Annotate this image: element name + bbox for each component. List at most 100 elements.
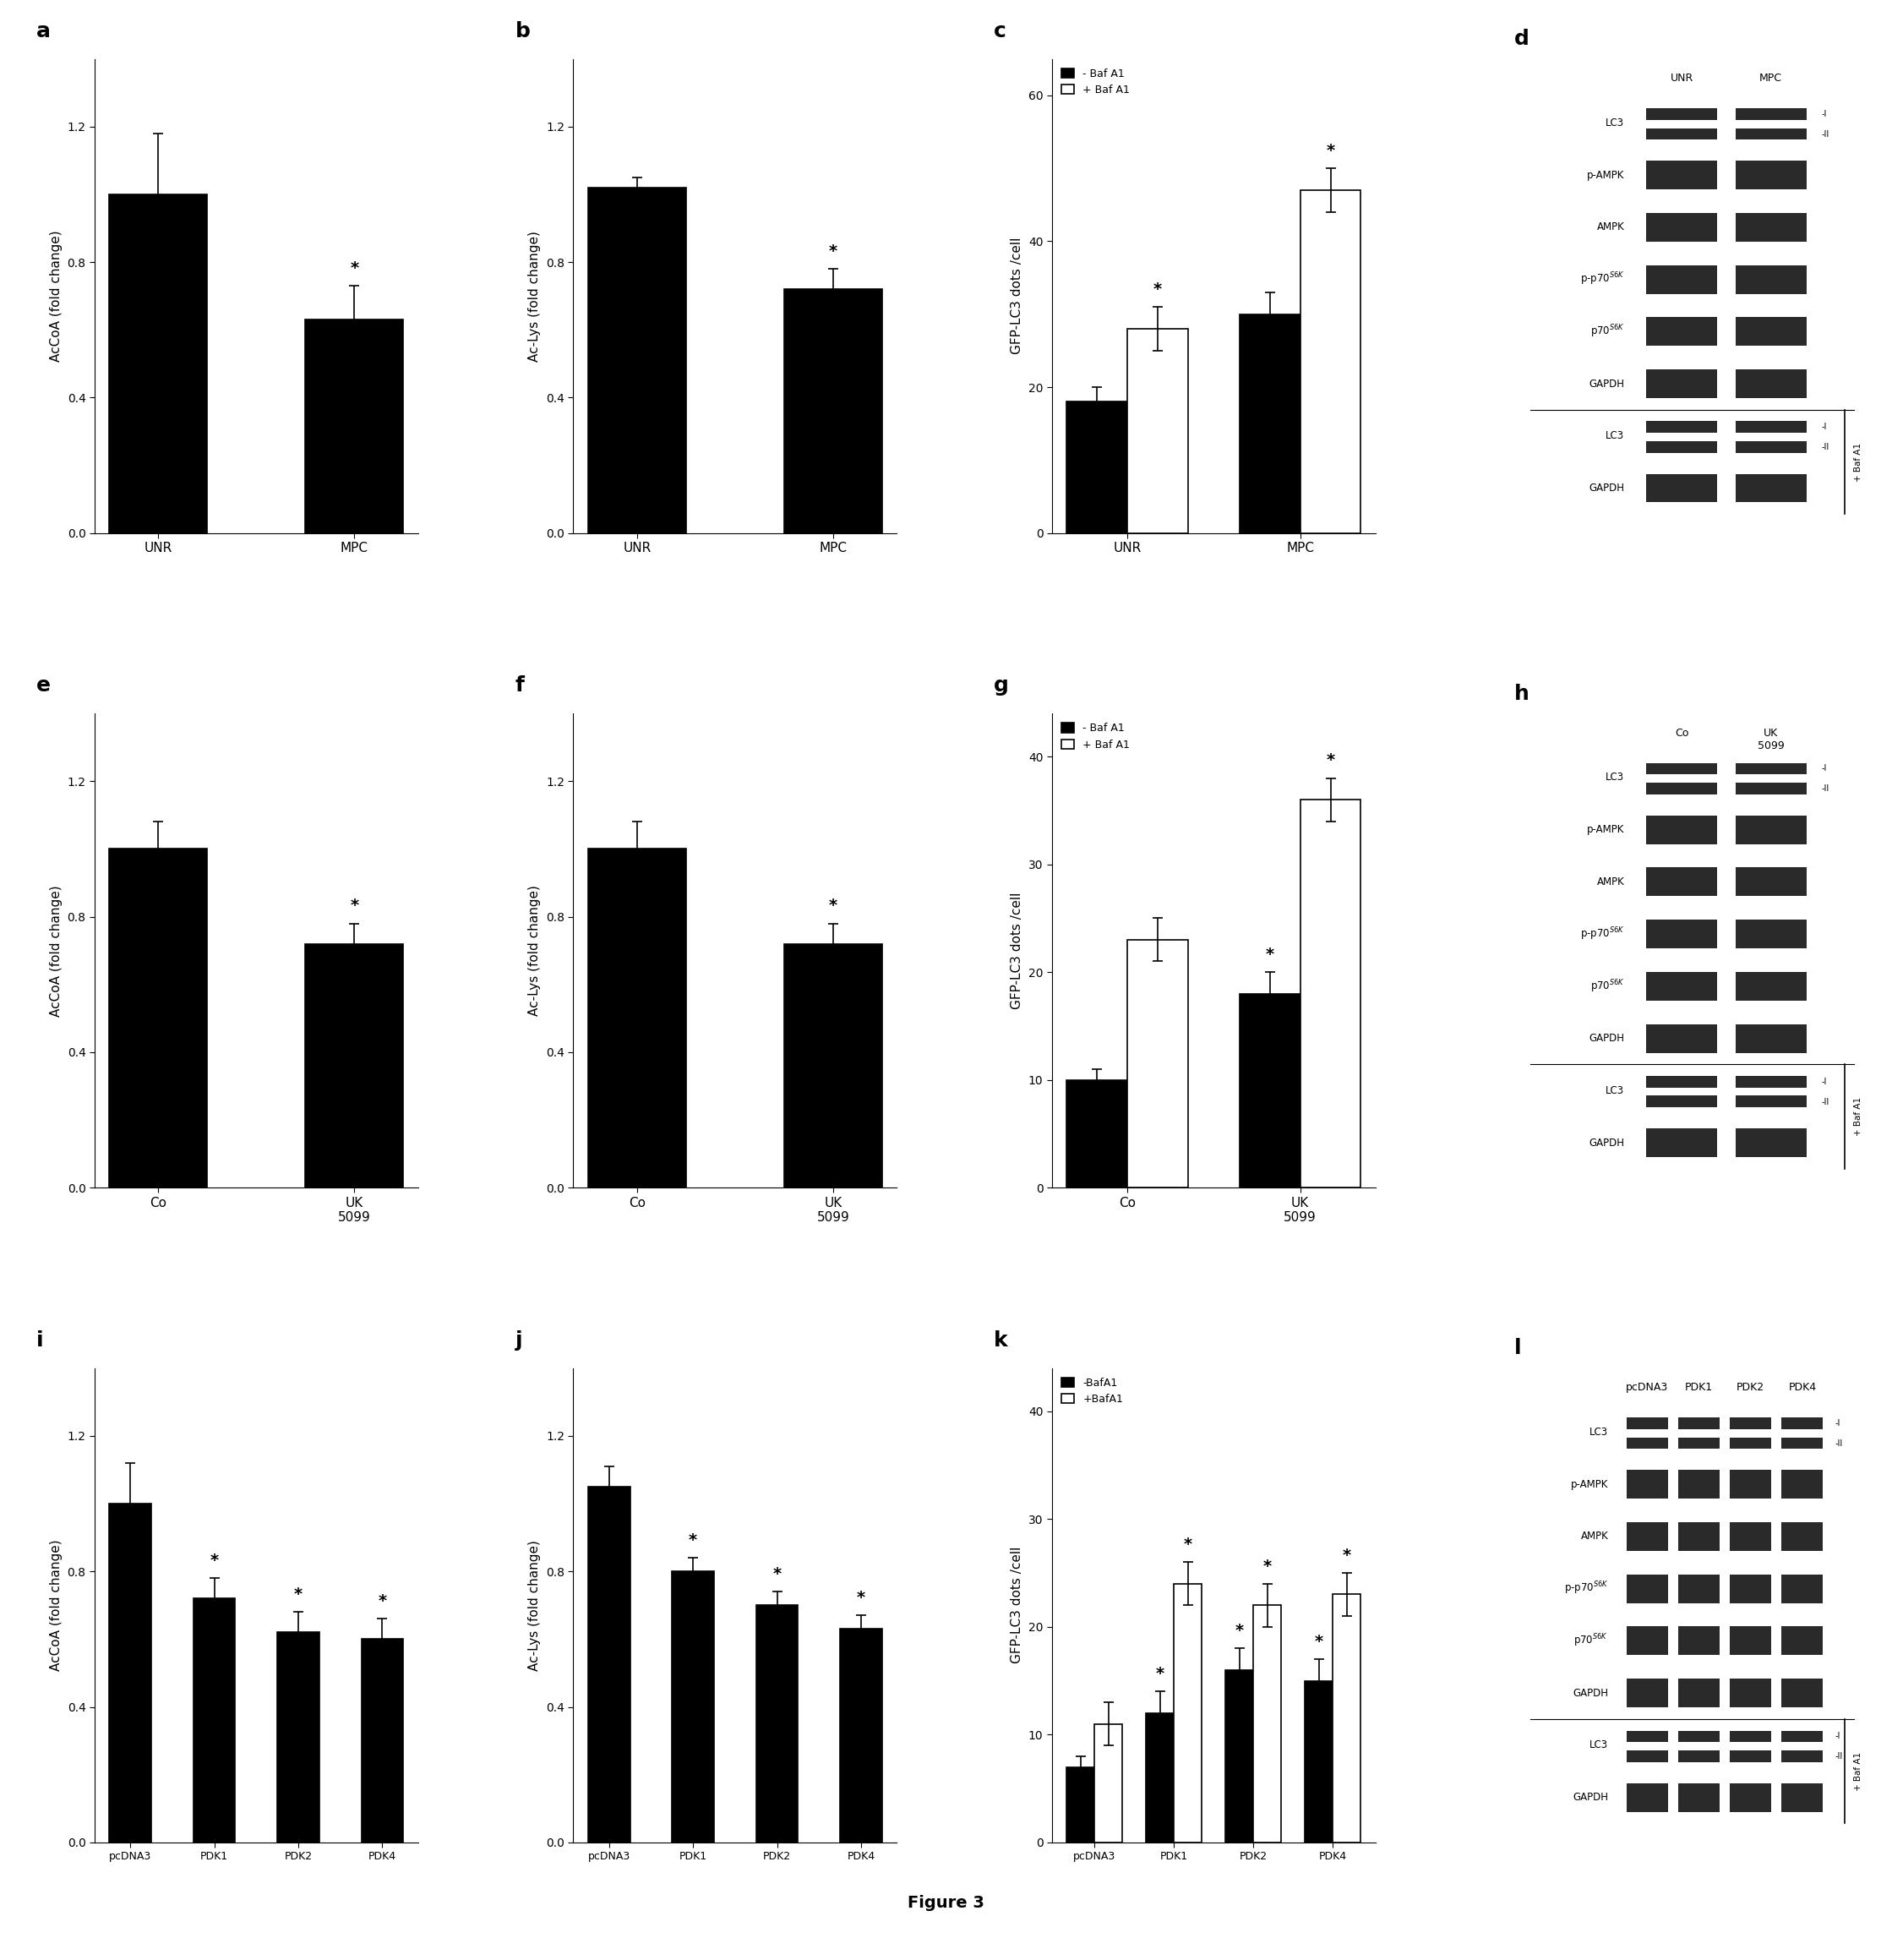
Text: -II: -II xyxy=(1822,784,1830,794)
FancyBboxPatch shape xyxy=(1678,1731,1720,1742)
Text: p-AMPK: p-AMPK xyxy=(1570,1478,1608,1490)
FancyBboxPatch shape xyxy=(1729,1678,1771,1707)
Text: *: * xyxy=(689,1533,698,1548)
Text: *: * xyxy=(1326,753,1334,768)
FancyBboxPatch shape xyxy=(1782,1627,1824,1654)
Text: GAPDH: GAPDH xyxy=(1589,378,1625,390)
Text: *: * xyxy=(350,261,359,276)
Text: -II: -II xyxy=(1822,1098,1830,1105)
Text: -I: -I xyxy=(1835,1419,1841,1427)
FancyBboxPatch shape xyxy=(1646,441,1718,453)
Text: LC3: LC3 xyxy=(1606,431,1625,441)
Bar xyxy=(110,1503,151,1842)
Text: *: * xyxy=(829,243,838,259)
Text: pcDNA3: pcDNA3 xyxy=(1625,1382,1669,1394)
FancyBboxPatch shape xyxy=(1678,1784,1720,1811)
Y-axis label: GFP-LC3 dots /cell: GFP-LC3 dots /cell xyxy=(1010,237,1024,355)
FancyBboxPatch shape xyxy=(1646,1023,1718,1053)
FancyBboxPatch shape xyxy=(1627,1784,1669,1811)
Text: PDK4: PDK4 xyxy=(1788,1382,1816,1394)
Text: GAPDH: GAPDH xyxy=(1589,482,1625,494)
Text: p-p70$^{S6K}$: p-p70$^{S6K}$ xyxy=(1580,925,1625,943)
Text: -I: -I xyxy=(1835,1733,1841,1740)
Bar xyxy=(1175,1584,1201,1842)
Text: GAPDH: GAPDH xyxy=(1572,1688,1608,1699)
FancyBboxPatch shape xyxy=(1782,1574,1824,1603)
Bar xyxy=(1095,1723,1122,1842)
Text: *: * xyxy=(772,1566,781,1582)
Bar xyxy=(1300,800,1360,1188)
Bar xyxy=(672,1572,713,1842)
FancyBboxPatch shape xyxy=(1735,1129,1807,1156)
Bar xyxy=(1239,314,1300,533)
FancyBboxPatch shape xyxy=(1627,1574,1669,1603)
Text: i: i xyxy=(36,1331,44,1350)
FancyBboxPatch shape xyxy=(1646,161,1718,190)
Text: -II: -II xyxy=(1822,443,1830,451)
FancyBboxPatch shape xyxy=(1627,1750,1669,1762)
FancyBboxPatch shape xyxy=(1729,1437,1771,1448)
Text: c: c xyxy=(993,22,1007,41)
FancyBboxPatch shape xyxy=(1678,1574,1720,1603)
Text: *: * xyxy=(1326,143,1334,159)
Bar xyxy=(110,849,208,1188)
Bar xyxy=(361,1639,403,1842)
Bar xyxy=(783,945,882,1188)
Bar xyxy=(588,1486,630,1842)
Text: -II: -II xyxy=(1835,1752,1843,1760)
FancyBboxPatch shape xyxy=(1735,127,1807,139)
Text: UK
5099: UK 5099 xyxy=(1758,727,1784,751)
Text: p-AMPK: p-AMPK xyxy=(1587,823,1625,835)
FancyBboxPatch shape xyxy=(1646,1129,1718,1156)
Text: *: * xyxy=(1156,1666,1164,1682)
Bar xyxy=(1254,1605,1281,1842)
FancyBboxPatch shape xyxy=(1735,919,1807,949)
Text: *: * xyxy=(1315,1633,1323,1650)
Text: -I: -I xyxy=(1822,423,1828,431)
FancyBboxPatch shape xyxy=(1735,762,1807,774)
Text: LC3: LC3 xyxy=(1606,118,1625,127)
Text: p70$^{S6K}$: p70$^{S6K}$ xyxy=(1589,323,1625,339)
FancyBboxPatch shape xyxy=(1729,1784,1771,1811)
FancyBboxPatch shape xyxy=(1782,1750,1824,1762)
Text: MPC: MPC xyxy=(1760,73,1782,84)
FancyBboxPatch shape xyxy=(1678,1523,1720,1550)
Text: *: * xyxy=(1343,1546,1351,1564)
FancyBboxPatch shape xyxy=(1646,127,1718,139)
FancyBboxPatch shape xyxy=(1627,1523,1669,1550)
Bar xyxy=(757,1605,798,1842)
Bar xyxy=(305,319,403,533)
FancyBboxPatch shape xyxy=(1782,1437,1824,1448)
Text: Figure 3: Figure 3 xyxy=(908,1895,984,1911)
FancyBboxPatch shape xyxy=(1646,108,1718,120)
Y-axis label: GFP-LC3 dots /cell: GFP-LC3 dots /cell xyxy=(1010,1546,1024,1664)
Text: p-p70$^{S6K}$: p-p70$^{S6K}$ xyxy=(1565,1580,1608,1597)
FancyBboxPatch shape xyxy=(1782,1417,1824,1429)
Text: -II: -II xyxy=(1835,1439,1843,1448)
Text: f: f xyxy=(515,676,524,696)
FancyBboxPatch shape xyxy=(1735,474,1807,502)
Y-axis label: Ac-Lys (fold change): Ac-Lys (fold change) xyxy=(528,231,541,361)
FancyBboxPatch shape xyxy=(1729,1731,1771,1742)
FancyBboxPatch shape xyxy=(1678,1417,1720,1429)
Legend: - Baf A1, + Baf A1: - Baf A1, + Baf A1 xyxy=(1058,65,1133,100)
Text: PDK1: PDK1 xyxy=(1686,1382,1712,1394)
FancyBboxPatch shape xyxy=(1646,972,1718,1000)
Text: *: * xyxy=(378,1593,386,1609)
Bar xyxy=(1334,1593,1360,1842)
Text: UNR: UNR xyxy=(1671,73,1693,84)
Text: -I: -I xyxy=(1822,1078,1828,1086)
Text: LC3: LC3 xyxy=(1606,1086,1625,1096)
Text: p-AMPK: p-AMPK xyxy=(1587,169,1625,180)
Text: *: * xyxy=(210,1552,219,1568)
Text: *: * xyxy=(1264,1558,1271,1574)
Text: g: g xyxy=(993,676,1008,696)
FancyBboxPatch shape xyxy=(1627,1627,1669,1654)
Text: *: * xyxy=(1154,282,1162,298)
FancyBboxPatch shape xyxy=(1646,1076,1718,1088)
FancyBboxPatch shape xyxy=(1627,1417,1669,1429)
Bar xyxy=(840,1629,882,1842)
FancyBboxPatch shape xyxy=(1646,318,1718,345)
Text: *: * xyxy=(293,1586,303,1603)
Text: PDK2: PDK2 xyxy=(1737,1382,1765,1394)
